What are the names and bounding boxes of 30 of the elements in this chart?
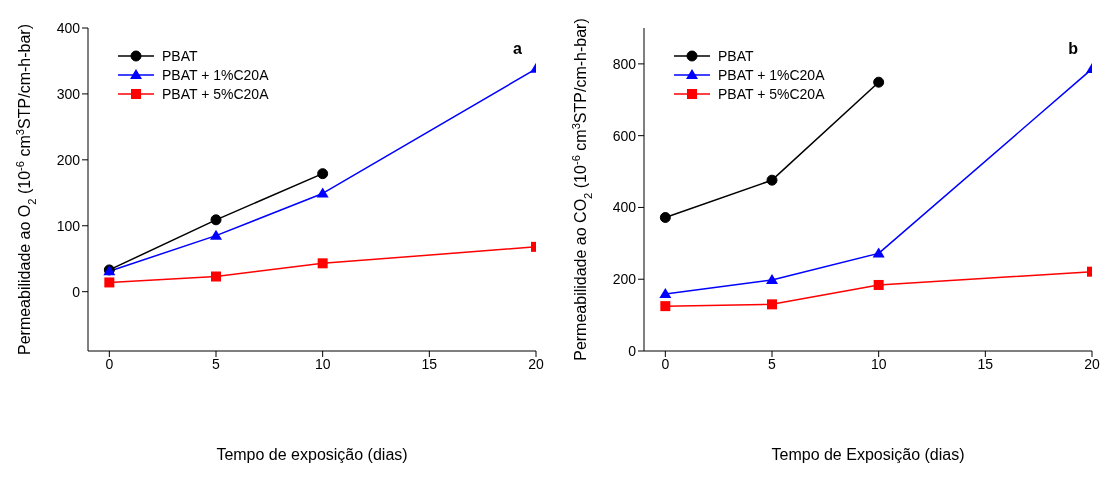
legend-label: PBAT + 1%C20A — [718, 66, 825, 83]
y-tick-label: 600 — [612, 127, 637, 144]
legend-label: PBAT + 5%C20A — [162, 85, 269, 102]
y-tick-label: 400 — [612, 199, 637, 216]
legend-label: PBAT — [162, 47, 198, 64]
annotation: a — [513, 40, 522, 58]
x-tick-label: 10 — [314, 355, 331, 372]
x-tick-label: 15 — [977, 355, 994, 372]
legend-label: PBAT + 1%C20A — [162, 66, 269, 83]
y-tick-label: 400 — [56, 19, 81, 36]
y-tick-label: 800 — [612, 55, 637, 72]
y-tick-label: 100 — [56, 217, 81, 234]
y-tick-label: 200 — [612, 271, 637, 288]
x-tick-label: 5 — [212, 355, 221, 372]
legend-label: PBAT + 5%C20A — [718, 85, 825, 102]
y-tick-label: 0 — [72, 283, 81, 300]
x-tick-label: 10 — [870, 355, 887, 372]
y-tick-label: 300 — [56, 85, 81, 102]
x-tick-label: 5 — [768, 355, 777, 372]
x-axis-title: Tempo de Exposição (dias) — [771, 446, 965, 463]
y-tick-label: 0 — [628, 342, 637, 359]
legend-label: PBAT — [718, 47, 754, 64]
x-tick-label: 20 — [1084, 355, 1100, 372]
x-tick-label: 0 — [105, 355, 114, 372]
y-tick-label: 200 — [56, 151, 81, 168]
x-tick-label: 15 — [421, 355, 438, 372]
x-tick-label: 20 — [528, 355, 544, 372]
x-axis-title: Tempo de exposição (dias) — [216, 446, 408, 463]
annotation: b — [1068, 40, 1078, 58]
x-tick-label: 0 — [661, 355, 670, 372]
